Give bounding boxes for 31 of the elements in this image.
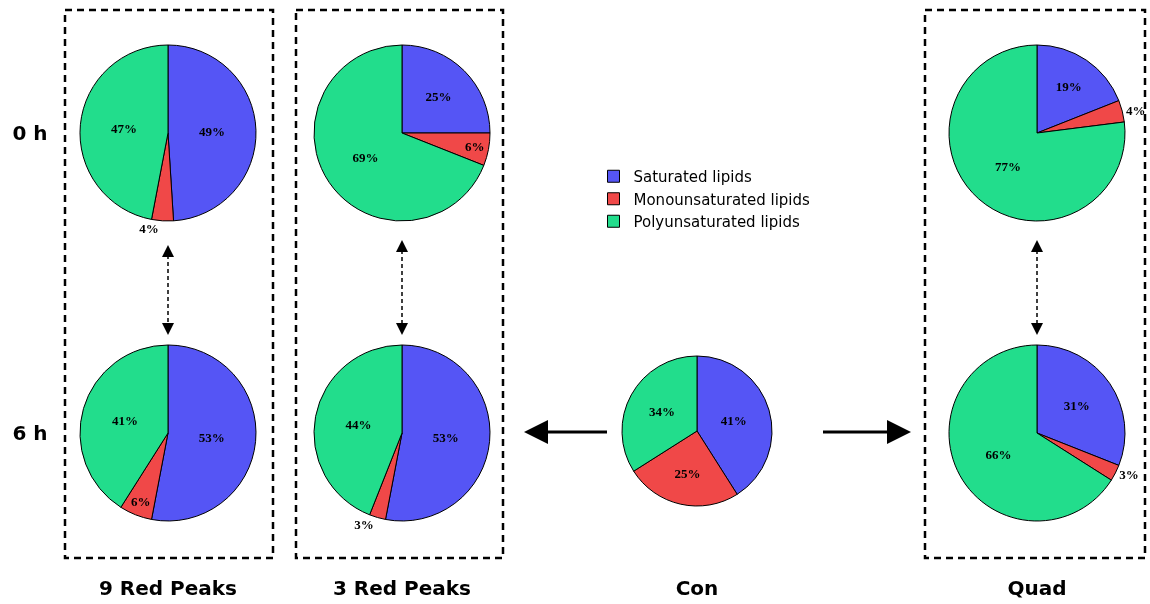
text: 0 h [12, 121, 48, 145]
legend-label: Polyunsaturated lipids [633, 213, 800, 232]
text: Con [675, 576, 719, 600]
data-label: 41% [720, 412, 747, 428]
data-label: 66% [985, 446, 1012, 462]
text: 3 Red Peaks [332, 576, 472, 600]
data-label: 6% [130, 494, 151, 510]
text: Quad [1007, 576, 1067, 600]
data-label: 31% [1063, 398, 1090, 414]
data-label: 25% [425, 89, 452, 105]
data-label: 49% [198, 124, 225, 140]
data-label: 47% [111, 121, 138, 137]
data-label: 6% [465, 139, 485, 155]
text: 6 h [12, 421, 48, 445]
pie-slice [948, 44, 1126, 222]
data-label: 3% [354, 516, 374, 532]
legend-label: Saturated lipids [633, 168, 752, 187]
data-label: 44% [345, 417, 372, 433]
text: 9 Red Peaks [98, 576, 238, 600]
data-label: 53% [198, 429, 225, 445]
legend-label: Monounsaturated lipids [633, 190, 811, 209]
data-label: 77% [994, 158, 1021, 174]
data-label: 4% [139, 220, 159, 236]
data-label: 25% [674, 466, 701, 482]
data-label: 4% [1125, 103, 1146, 119]
data-label: 69% [352, 150, 379, 166]
data-label: 53% [432, 429, 459, 445]
data-label: 19% [1055, 78, 1082, 94]
data-label: 3% [1119, 467, 1139, 482]
data-label: 41% [111, 412, 138, 428]
data-label: 34% [648, 404, 675, 420]
